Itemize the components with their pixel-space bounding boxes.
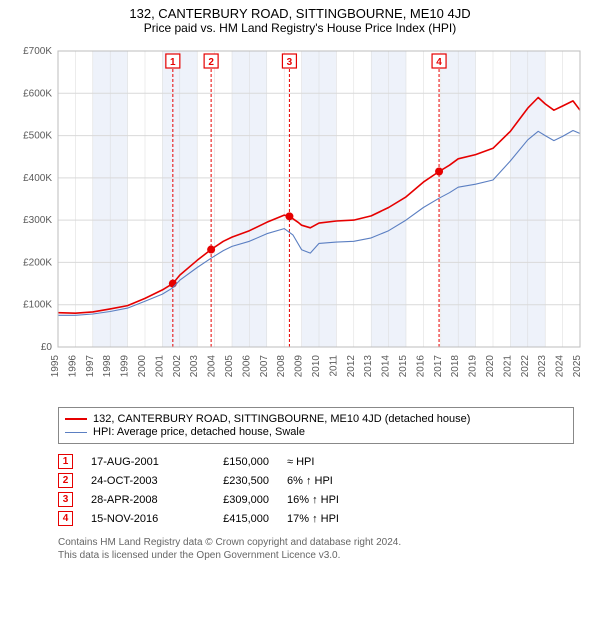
svg-text:3: 3 (287, 57, 293, 68)
svg-text:2005: 2005 (224, 355, 235, 378)
transaction-row: 4 15-NOV-2016 £415,000 17% ↑ HPI (58, 509, 574, 528)
transaction-marker: 2 (58, 473, 73, 488)
price-chart-svg: £0 £100K £200K £300K £400K £500K £600K £700K 199… (10, 41, 590, 401)
legend-swatch (65, 432, 87, 433)
svg-text:£100K: £100K (23, 300, 52, 311)
svg-text:2016: 2016 (415, 355, 426, 378)
transaction-date: 15-NOV-2016 (91, 513, 181, 525)
transaction-price: £309,000 (199, 494, 269, 506)
transaction-hpi: ≈ HPI (287, 456, 377, 468)
chart-subtitle: Price paid vs. HM Land Registry's House … (10, 21, 590, 35)
footer-line: Contains HM Land Registry data © Crown c… (58, 536, 574, 549)
svg-text:2020: 2020 (485, 355, 496, 378)
svg-text:2010: 2010 (311, 355, 322, 378)
chart-container: 132, CANTERBURY ROAD, SITTINGBOURNE, ME1… (0, 0, 600, 620)
svg-text:2007: 2007 (259, 355, 270, 378)
svg-text:2004: 2004 (207, 355, 218, 378)
svg-text:1: 1 (170, 57, 176, 68)
transaction-price: £415,000 (199, 513, 269, 525)
svg-text:2017: 2017 (433, 355, 444, 378)
legend-item: 132, CANTERBURY ROAD, SITTINGBOURNE, ME1… (65, 413, 567, 425)
transaction-marker: 4 (58, 511, 73, 526)
transaction-date: 28-APR-2008 (91, 494, 181, 506)
svg-text:£400K: £400K (23, 173, 52, 184)
svg-text:£0: £0 (41, 342, 53, 353)
svg-text:1997: 1997 (85, 355, 96, 378)
svg-text:1996: 1996 (67, 355, 78, 378)
transaction-hpi: 6% ↑ HPI (287, 475, 377, 487)
transaction-row: 3 28-APR-2008 £309,000 16% ↑ HPI (58, 490, 574, 509)
svg-text:2008: 2008 (276, 355, 287, 378)
svg-text:£300K: £300K (23, 215, 52, 226)
svg-text:2000: 2000 (137, 355, 148, 378)
svg-text:2019: 2019 (468, 355, 479, 378)
chart-area: £0 £100K £200K £300K £400K £500K £600K £700K 199… (10, 41, 590, 401)
svg-text:2002: 2002 (172, 355, 183, 378)
transactions-table: 1 17-AUG-2001 £150,000 ≈ HPI 2 24-OCT-2003 £23… (58, 452, 574, 528)
legend-item: HPI: Average price, detached house, Swal… (65, 426, 567, 438)
svg-text:£600K: £600K (23, 88, 52, 99)
svg-text:2014: 2014 (381, 355, 392, 378)
svg-text:2001: 2001 (154, 355, 165, 378)
legend-label: HPI: Average price, detached house, Swal… (93, 426, 305, 438)
svg-text:2025: 2025 (572, 355, 583, 378)
svg-text:4: 4 (436, 57, 442, 68)
svg-text:2022: 2022 (520, 355, 531, 378)
svg-text:2023: 2023 (537, 355, 548, 378)
svg-text:£200K: £200K (23, 257, 52, 268)
transaction-row: 2 24-OCT-2003 £230,500 6% ↑ HPI (58, 471, 574, 490)
svg-text:2018: 2018 (450, 355, 461, 378)
svg-text:2009: 2009 (294, 355, 305, 378)
transaction-marker: 1 (58, 454, 73, 469)
transaction-date: 17-AUG-2001 (91, 456, 181, 468)
svg-text:2006: 2006 (241, 355, 252, 378)
svg-text:1999: 1999 (120, 355, 131, 378)
svg-text:2015: 2015 (398, 355, 409, 378)
transaction-row: 1 17-AUG-2001 £150,000 ≈ HPI (58, 452, 574, 471)
legend-swatch (65, 418, 87, 420)
transaction-price: £150,000 (199, 456, 269, 468)
chart-title: 132, CANTERBURY ROAD, SITTINGBOURNE, ME1… (10, 6, 590, 21)
svg-text:£500K: £500K (23, 131, 52, 142)
transaction-marker: 3 (58, 492, 73, 507)
transaction-hpi: 16% ↑ HPI (287, 494, 377, 506)
svg-text:£700K: £700K (23, 46, 52, 57)
svg-text:2: 2 (208, 57, 214, 68)
svg-text:1995: 1995 (50, 355, 61, 378)
svg-text:2011: 2011 (328, 355, 339, 377)
svg-text:2013: 2013 (363, 355, 374, 378)
footer-attribution: Contains HM Land Registry data © Crown c… (58, 536, 574, 562)
transaction-date: 24-OCT-2003 (91, 475, 181, 487)
transaction-hpi: 17% ↑ HPI (287, 513, 377, 525)
svg-text:1998: 1998 (102, 355, 113, 378)
legend-box: 132, CANTERBURY ROAD, SITTINGBOURNE, ME1… (58, 407, 574, 444)
legend-label: 132, CANTERBURY ROAD, SITTINGBOURNE, ME1… (93, 413, 470, 425)
transaction-price: £230,500 (199, 475, 269, 487)
svg-text:2024: 2024 (555, 355, 566, 378)
svg-text:2003: 2003 (189, 355, 200, 378)
footer-line: This data is licensed under the Open Gov… (58, 549, 574, 562)
svg-text:2012: 2012 (346, 355, 357, 378)
svg-text:2021: 2021 (502, 355, 513, 378)
